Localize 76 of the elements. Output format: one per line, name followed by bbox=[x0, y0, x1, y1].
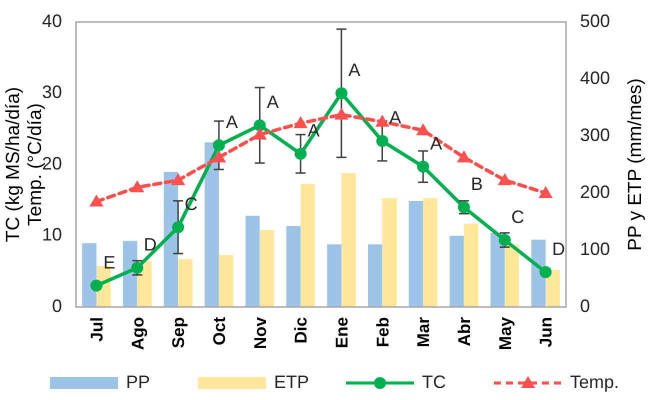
y2-tick-label: 200 bbox=[580, 182, 610, 202]
x-tick-label: Feb bbox=[373, 317, 392, 348]
point bbox=[294, 148, 307, 160]
legend-label: ETP bbox=[274, 372, 310, 392]
bar bbox=[218, 255, 234, 307]
annotation: A bbox=[348, 60, 360, 80]
annotation: A bbox=[266, 92, 279, 112]
bar bbox=[368, 244, 382, 307]
annotation: E bbox=[103, 252, 116, 272]
bar bbox=[178, 259, 192, 307]
y2-tick-label: 500 bbox=[580, 10, 610, 31]
point bbox=[89, 194, 104, 207]
point bbox=[334, 108, 348, 120]
legend-label: Temp. bbox=[570, 372, 620, 392]
point bbox=[212, 139, 225, 152]
x-tick-label: Jun bbox=[536, 317, 556, 348]
point bbox=[172, 221, 184, 234]
x-tick-label: Sep bbox=[169, 317, 188, 348]
x-tick-label: Jul bbox=[87, 317, 106, 342]
annotation: A bbox=[226, 112, 238, 132]
bar bbox=[327, 244, 342, 307]
x-tick-label: Oct bbox=[210, 316, 229, 346]
annotation: D bbox=[144, 234, 157, 255]
y2-tick-label: 400 bbox=[580, 68, 610, 88]
legend-label: TC bbox=[422, 372, 446, 392]
y2-axis-title: PP y ETP (mm/mes) bbox=[625, 78, 646, 251]
point bbox=[90, 280, 102, 292]
point bbox=[212, 150, 226, 162]
x-tick-label: Dic bbox=[292, 317, 311, 344]
bar bbox=[300, 184, 315, 307]
bar bbox=[286, 226, 301, 307]
y2-tick-label: 300 bbox=[580, 124, 610, 145]
point bbox=[540, 266, 552, 278]
x-tick-label: Nov bbox=[250, 316, 270, 350]
y-tick-label: 30 bbox=[42, 82, 62, 102]
point bbox=[417, 160, 430, 173]
legend-label: PP bbox=[126, 372, 150, 392]
x-tick-label: Abr bbox=[454, 316, 474, 346]
bar bbox=[423, 198, 438, 307]
y-tick-label: 0 bbox=[52, 296, 62, 316]
y-tick-label: 40 bbox=[42, 10, 62, 31]
annotation: B bbox=[470, 174, 483, 194]
bar bbox=[341, 173, 356, 307]
x-tick-label: May bbox=[496, 316, 515, 350]
y2-tick-label: 100 bbox=[580, 238, 610, 259]
x-tick-label: Ene bbox=[332, 317, 352, 348]
bar bbox=[408, 200, 424, 307]
point bbox=[252, 128, 267, 140]
bar bbox=[546, 270, 560, 307]
x-tick-label: Mar bbox=[414, 316, 434, 348]
point bbox=[456, 150, 471, 162]
bar bbox=[382, 198, 397, 307]
y2-tick-label: 0 bbox=[580, 296, 590, 316]
point bbox=[335, 87, 348, 100]
point bbox=[376, 134, 388, 147]
bar bbox=[490, 232, 505, 307]
point bbox=[171, 173, 186, 186]
x-tick-label: Ago bbox=[128, 317, 148, 350]
annotation: A bbox=[389, 108, 402, 128]
bar bbox=[504, 244, 520, 307]
point bbox=[254, 119, 266, 132]
point bbox=[130, 180, 144, 192]
y-tick-label: 20 bbox=[42, 153, 62, 174]
point bbox=[375, 114, 390, 127]
bar bbox=[450, 236, 464, 307]
point bbox=[416, 123, 430, 136]
annotation: C bbox=[511, 206, 524, 227]
bar bbox=[260, 230, 274, 307]
bar bbox=[464, 224, 478, 307]
annotation: D bbox=[552, 238, 566, 259]
bar bbox=[245, 216, 260, 307]
point bbox=[294, 116, 308, 128]
bar bbox=[204, 142, 219, 307]
bar bbox=[82, 243, 96, 307]
point bbox=[538, 186, 553, 198]
point bbox=[498, 173, 512, 186]
